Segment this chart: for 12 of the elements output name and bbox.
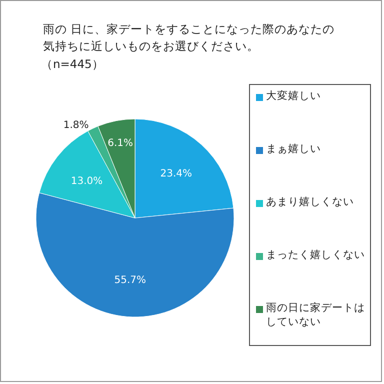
data-label: 6.1% (108, 138, 133, 150)
data-label: 55.7% (114, 275, 146, 286)
legend-label: 大変嬉しい (266, 89, 321, 103)
data-label: 13.0% (70, 176, 103, 188)
data-label: 23.4% (160, 168, 192, 180)
chart-subtitle: （n=445） (41, 57, 104, 72)
legend-label: 雨の日に家デートはしていない (266, 301, 366, 329)
legend-label: まったく嬉しくない (266, 248, 365, 262)
data-label: 1.8% (63, 120, 89, 131)
legend-label: あまり嬉しくない (266, 195, 354, 209)
legend-label: まぁ嬉しい (266, 142, 321, 156)
chart-title: 雨の 日に、家デートをすることになった際のあなたの気持ちに近しいものをお選びください。 (43, 21, 336, 55)
